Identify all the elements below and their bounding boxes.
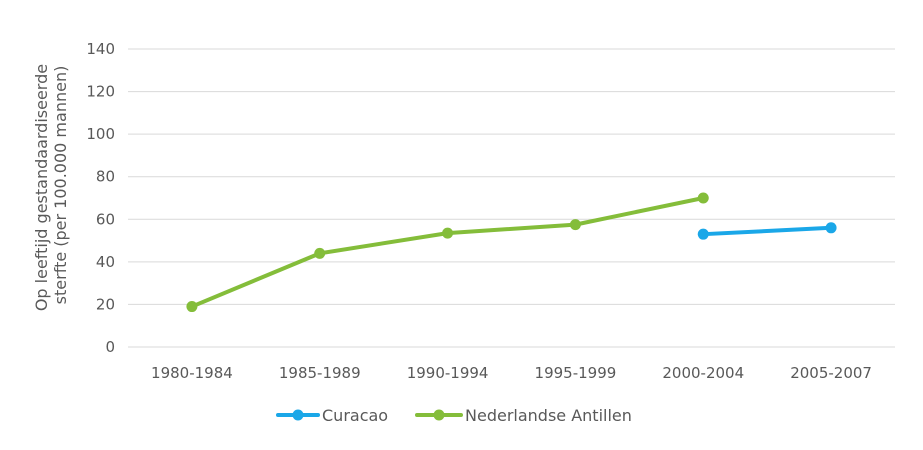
legend: Curacao Nederlandse Antillen [276,406,632,425]
data-point [569,219,581,231]
gridlines [128,48,895,348]
x-tick-label: 1980-1984 [151,364,233,382]
y-axis-title-line-1: Op leeftijd gestandaardiseerde [32,64,51,311]
y-tick-label: 120 [86,83,115,101]
x-tick-label: 1990-1994 [407,364,489,382]
y-tick-label: 100 [86,125,115,143]
data-point [825,222,837,234]
y-axis-title: Op leeftijd gestandaardiseerde sterfte (… [32,59,70,311]
y-tick-label: 60 [96,210,115,228]
series-line [189,196,706,309]
series-0 [697,222,837,240]
x-axis-ticks: 1980-1984 1985-1989 1990-1994 1995-1999 2000… [151,364,872,382]
x-tick-label: 1995-1999 [535,364,617,382]
series [186,192,837,313]
data-point [697,228,709,240]
data-point [186,301,198,313]
legend-label: Nederlandse Antillen [465,406,632,425]
x-tick-label: 2005-2007 [790,364,872,382]
y-tick-label: 80 [96,168,115,186]
data-point [697,192,709,204]
series-1 [186,192,709,313]
y-tick-label: 0 [105,338,115,356]
y-tick-label: 20 [96,295,115,313]
x-tick-label: 2000-2004 [662,364,744,382]
data-point [314,247,326,259]
legend-label: Curacao [322,406,388,425]
y-axis-title-line-2: sterfte (per 100.000 mannen) [51,66,70,305]
legend-swatch-marker [433,409,445,421]
y-tick-label: 40 [96,253,115,271]
legend-item: Curacao [276,406,388,425]
data-point [442,227,454,239]
legend-item: Nederlandse Antillen [415,406,632,425]
y-axis-ticks: 0 20 40 60 80 100 120 140 [86,40,115,356]
series-line [701,225,834,237]
x-tick-label: 1985-1989 [279,364,361,382]
y-tick-label: 140 [86,40,115,58]
legend-swatch-marker [292,409,304,421]
